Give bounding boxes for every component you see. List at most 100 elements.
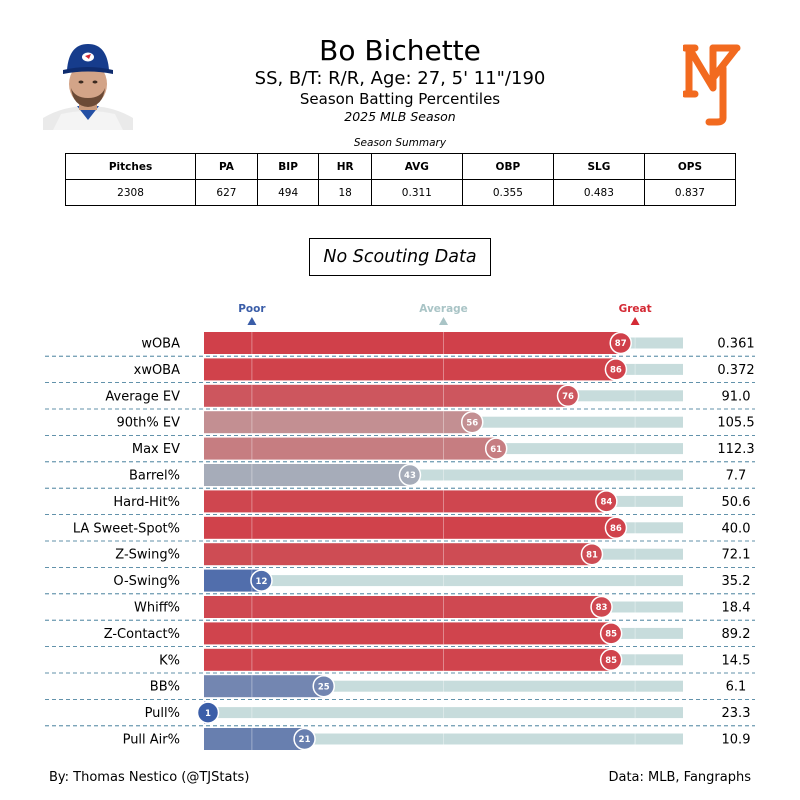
percentile-marker [599,622,623,645]
footer-source: Data: MLB, Fangraphs [608,770,751,785]
category-label: LA Sweet-Spot% [73,521,180,536]
mets-logo-icon [683,44,741,126]
reference-marker-icon [630,317,640,325]
category-label: Average EV [105,389,180,404]
percentile-bar [204,464,410,486]
scouting-box: No Scouting Data [309,238,491,276]
summary-header-cell: PA [195,153,258,180]
percentile-bar [204,411,473,434]
percentile-marker [398,463,422,487]
percentile-marker [580,542,604,566]
reference-marker-icon [247,317,257,325]
percentile-marker [460,410,484,434]
stat-value: 0.361 [717,337,754,352]
summary-header-cell: OBP [461,153,554,180]
percentile-bar [204,358,616,381]
percentile-bar [204,543,592,566]
stat-value: 112.3 [717,442,754,457]
summary-value-cell: 0.837 [643,179,737,206]
percentile-marker [484,437,508,460]
category-label: Barrel% [129,469,180,484]
percentile-marker [609,331,632,355]
percentile-value: 76 [562,392,574,402]
percentile-value: 86 [610,524,622,534]
percentile-value: 12 [256,577,268,587]
category-label: Z-Swing% [115,548,180,563]
category-label: xwOBA [134,363,180,378]
summary-value-cell: 0.311 [370,179,463,206]
percentile-value: 85 [605,656,617,666]
percentile-track [204,707,683,719]
percentile-track [204,733,683,745]
summary-value-cell: 18 [318,179,372,206]
footer-credit: By: Thomas Nestico (@TJStats) [49,770,250,785]
summary-header-cell: Pitches [64,153,197,180]
percentile-value: 1 [205,709,211,719]
category-label: BB% [150,680,180,695]
stat-value: 14.5 [722,653,751,668]
summary-value-cell: 0.483 [552,179,645,206]
summary-value-cell: 2308 [64,179,197,206]
percentile-marker [590,595,613,619]
summary-value-row: 2308 627 494 18 0.311 0.355 0.483 0.837 [64,179,737,206]
player-bio: SS, B/T: R/R, Age: 27, 5' 11"/190 [254,68,546,89]
stat-value: 23.3 [722,706,751,721]
percentile-bar [204,728,305,750]
percentile-value: 43 [404,471,416,481]
stat-value: 7.7 [726,469,747,484]
percentile-marker [293,727,316,751]
stat-value: 35.2 [722,574,751,589]
stat-value: 0.372 [717,363,754,378]
percentile-marker [604,516,628,540]
percentile-marker [556,384,580,408]
percentile-value: 85 [605,630,617,640]
percentile-bar [204,437,497,460]
player-headshot-icon [43,40,133,130]
percentile-bar [204,332,621,354]
category-label: Whiff% [134,601,180,616]
category-label: K% [159,653,180,668]
summary-table: Pitches PA BIP HR AVG OBP SLG OPS 2308 6… [64,153,737,206]
summary-header-row: Pitches PA BIP HR AVG OBP SLG OPS [64,153,737,180]
summary-value-cell: 0.355 [461,179,554,206]
percentile-bar [204,596,602,618]
category-label: O-Swing% [113,574,180,589]
season-label: 2025 MLB Season [344,109,456,124]
percentile-bar [204,516,616,539]
chart-subtitle: Season Batting Percentiles [299,90,501,108]
percentile-marker [196,701,220,724]
percentile-value: 87 [615,339,627,349]
percentile-value: 84 [600,498,612,508]
stat-value: 6.1 [726,680,747,695]
stat-value: 50.6 [722,495,751,510]
percentile-bar [204,648,612,671]
reference-marker-icon [439,317,448,325]
percentile-bar [204,490,607,513]
category-label: wOBA [141,337,180,352]
percentile-marker [250,569,273,592]
category-label: Z-Contact% [104,627,180,642]
percentile-bar [204,569,262,592]
percentile-marker [312,674,335,698]
percentile-bar [204,675,324,698]
percentile-value: 86 [610,366,622,376]
percentile-marker [599,648,623,672]
stat-value: 89.2 [722,627,751,642]
stat-value: 40.0 [722,521,751,536]
stat-value: 72.1 [722,548,751,563]
percentile-track [204,575,683,587]
stat-value: 18.4 [722,601,751,616]
stat-value: 105.5 [717,416,754,431]
stat-value: 10.9 [722,733,751,748]
percentile-marker [595,490,618,513]
player-name: Bo Bichette [319,34,481,67]
category-label: 90th% EV [117,416,181,431]
percentile-track [204,680,683,692]
category-label: Max EV [132,442,180,457]
category-label: Hard-Hit% [113,495,180,510]
percentile-value: 61 [490,445,502,455]
percentile-value: 81 [586,550,598,560]
percentile-value: 21 [299,735,311,745]
percentile-value: 25 [318,682,330,692]
percentile-bar [204,622,612,645]
